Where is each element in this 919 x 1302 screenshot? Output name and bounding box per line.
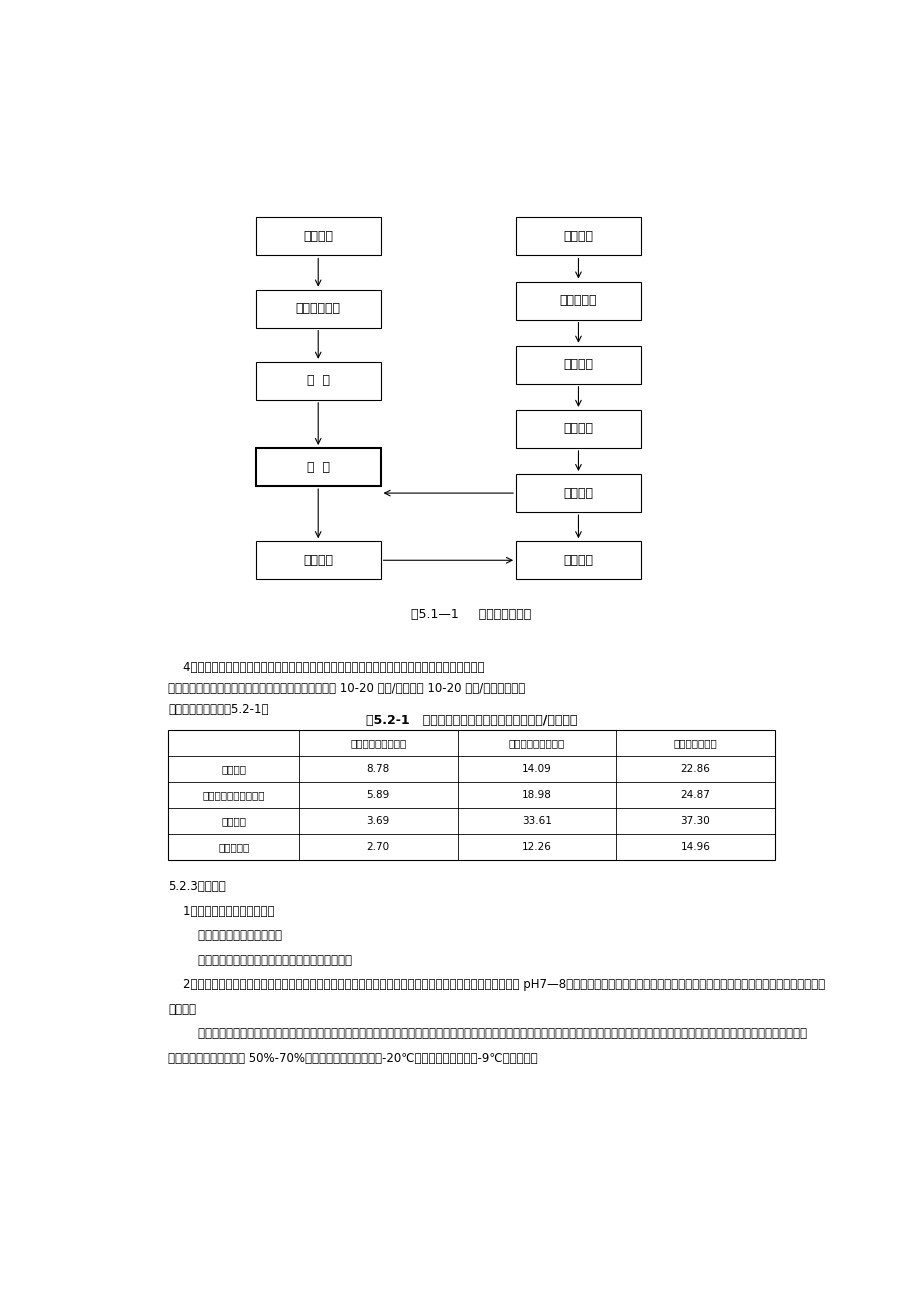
Text: 22.86: 22.86 [680,764,709,773]
Text: 洒水浇灌: 洒水浇灌 [562,553,593,566]
Bar [516,217,641,255]
Text: 4、播种前，首先在铺洒好的腐植土上进行施肥，肥料的品种一般选用促根发芽的磷酸二铵为宜，: 4、播种前，首先在铺洒好的腐植土上进行施肥，肥料的品种一般选用促根发芽的磷酸二铵… [168,660,484,673]
Text: 杂类草草甏: 杂类草草甏 [218,842,249,852]
Text: 2、披碱草：多年生草本，对土壤的要求不严，在瘀薄、弱酸、微碱或含腐殖质较高的土壤中均生长良好。在 pH7—8，微盐渍化土壤中亦能生长。具有广泛的可塑性，能适应较: 2、披碱草：多年生草本，对土壤的要求不严，在瘀薄、弱酸、微碱或含腐殖质较高的土壤… [168,978,824,991]
Text: 禾草、苔草、蔧草草甏: 禾草、苔草、蔧草草甏 [202,790,265,799]
Text: 候条件。: 候条件。 [168,1003,197,1016]
Text: 蔧草草甏: 蔧草草甏 [221,816,246,825]
Text: 24.87: 24.87 [680,790,709,799]
Text: 草对氮素的需求见表5.2-1）: 草对氮素的需求见表5.2-1） [168,703,268,716]
Text: 晊晒草籽: 晊晒草籽 [562,422,593,435]
Bar [516,410,641,448]
Bar [255,362,380,400]
Text: 地上部份生长需氮量: 地上部份生长需氮量 [349,738,406,747]
Text: 14.09: 14.09 [521,764,551,773]
Bar [255,289,380,328]
Text: 3.69: 3.69 [366,816,390,825]
Bar [516,346,641,384]
Text: 洒  水: 洒 水 [306,461,329,474]
Bar [516,542,641,579]
Text: 喜光，耐阴性也强，可耗 50%-70%郁闭度，耐旱性较强，在-20℃低温下能顺利越冬，-9℃下仍保持绳: 喜光，耐阴性也强，可耗 50%-70%郁闭度，耐旱性较强，在-20℃低温下能顺利… [168,1052,538,1065]
Text: 8.78: 8.78 [366,764,390,773]
Text: 5.2.3选择草籽: 5.2.3选择草籽 [168,880,226,893]
Bar [168,729,774,861]
Text: 施肥数量视土壤的肥沃程度而宜，不宜过多；磷酸二铵 10-20 公斤/亩，尿素 10-20 公斤/亩。（各类牧: 施肥数量视土壤的肥沃程度而宜，不宜过多；磷酸二铵 10-20 公斤/亩，尿素 1… [168,681,525,694]
Text: 1、常见的高原草籽种类有：: 1、常见的高原草籽种类有： [168,905,275,918]
Text: 早熟禾：属多年生草本植物，须根系，具有根状茎，叶色诱人，绳期长，观赏效果好。适宜气候冷凉、湿度较大的地区生长，抗寒能力强，耐旱性稍差，耐践踏。根茎繁殖迅速，再生: 早熟禾：属多年生草本植物，须根系，具有根状茎，叶色诱人，绳期长，观赏效果好。适宜… [168,1027,807,1040]
Text: 播种草籽: 播种草籽 [562,487,593,500]
Text: 18.98: 18.98 [521,790,551,799]
Text: 选择草籽: 选择草籽 [562,230,593,243]
Bar [255,448,380,486]
Bar [516,281,641,320]
Text: 腐植土的铺设: 腐植土的铺设 [295,302,340,315]
Bar [516,474,641,512]
Text: 33.61: 33.61 [521,816,551,825]
Bar [255,542,380,579]
Text: 5.89: 5.89 [366,790,390,799]
Bar [255,217,380,255]
Text: 场地平整: 场地平整 [303,230,333,243]
Text: 图5.1—1     施工工艺流程图: 图5.1—1 施工工艺流程图 [411,608,531,621]
Text: 覆盖底膜: 覆盖底膜 [303,553,333,566]
Text: 年生长总需氮量: 年生长总需氮量 [673,738,717,747]
Text: 施  肥: 施 肥 [306,374,329,387]
Text: 草籽浸泡: 草籽浸泡 [562,358,593,371]
Text: 12.26: 12.26 [521,842,551,852]
Text: 禾草草甏: 禾草草甏 [221,764,246,773]
Text: 上繁草：披碱草、老芒麦等: 上繁草：披碱草、老芒麦等 [168,930,282,943]
Text: 下繁草：早熟禾、、蔧草、扁穗冰草、火绒草等。: 下繁草：早熟禾、、蔧草、扁穗冰草、火绒草等。 [168,954,352,967]
Text: 37.30: 37.30 [680,816,709,825]
Text: 2.70: 2.70 [366,842,390,852]
Text: 确定播种量: 确定播种量 [559,294,596,307]
Text: 14.96: 14.96 [680,842,709,852]
Text: 表5.2-1   高原草甏牧草生长对氮素的需求（克/平方米）: 表5.2-1 高原草甏牧草生长对氮素的需求（克/平方米） [366,713,576,727]
Text: 地下根系生长需氮量: 地下根系生长需氮量 [508,738,564,747]
